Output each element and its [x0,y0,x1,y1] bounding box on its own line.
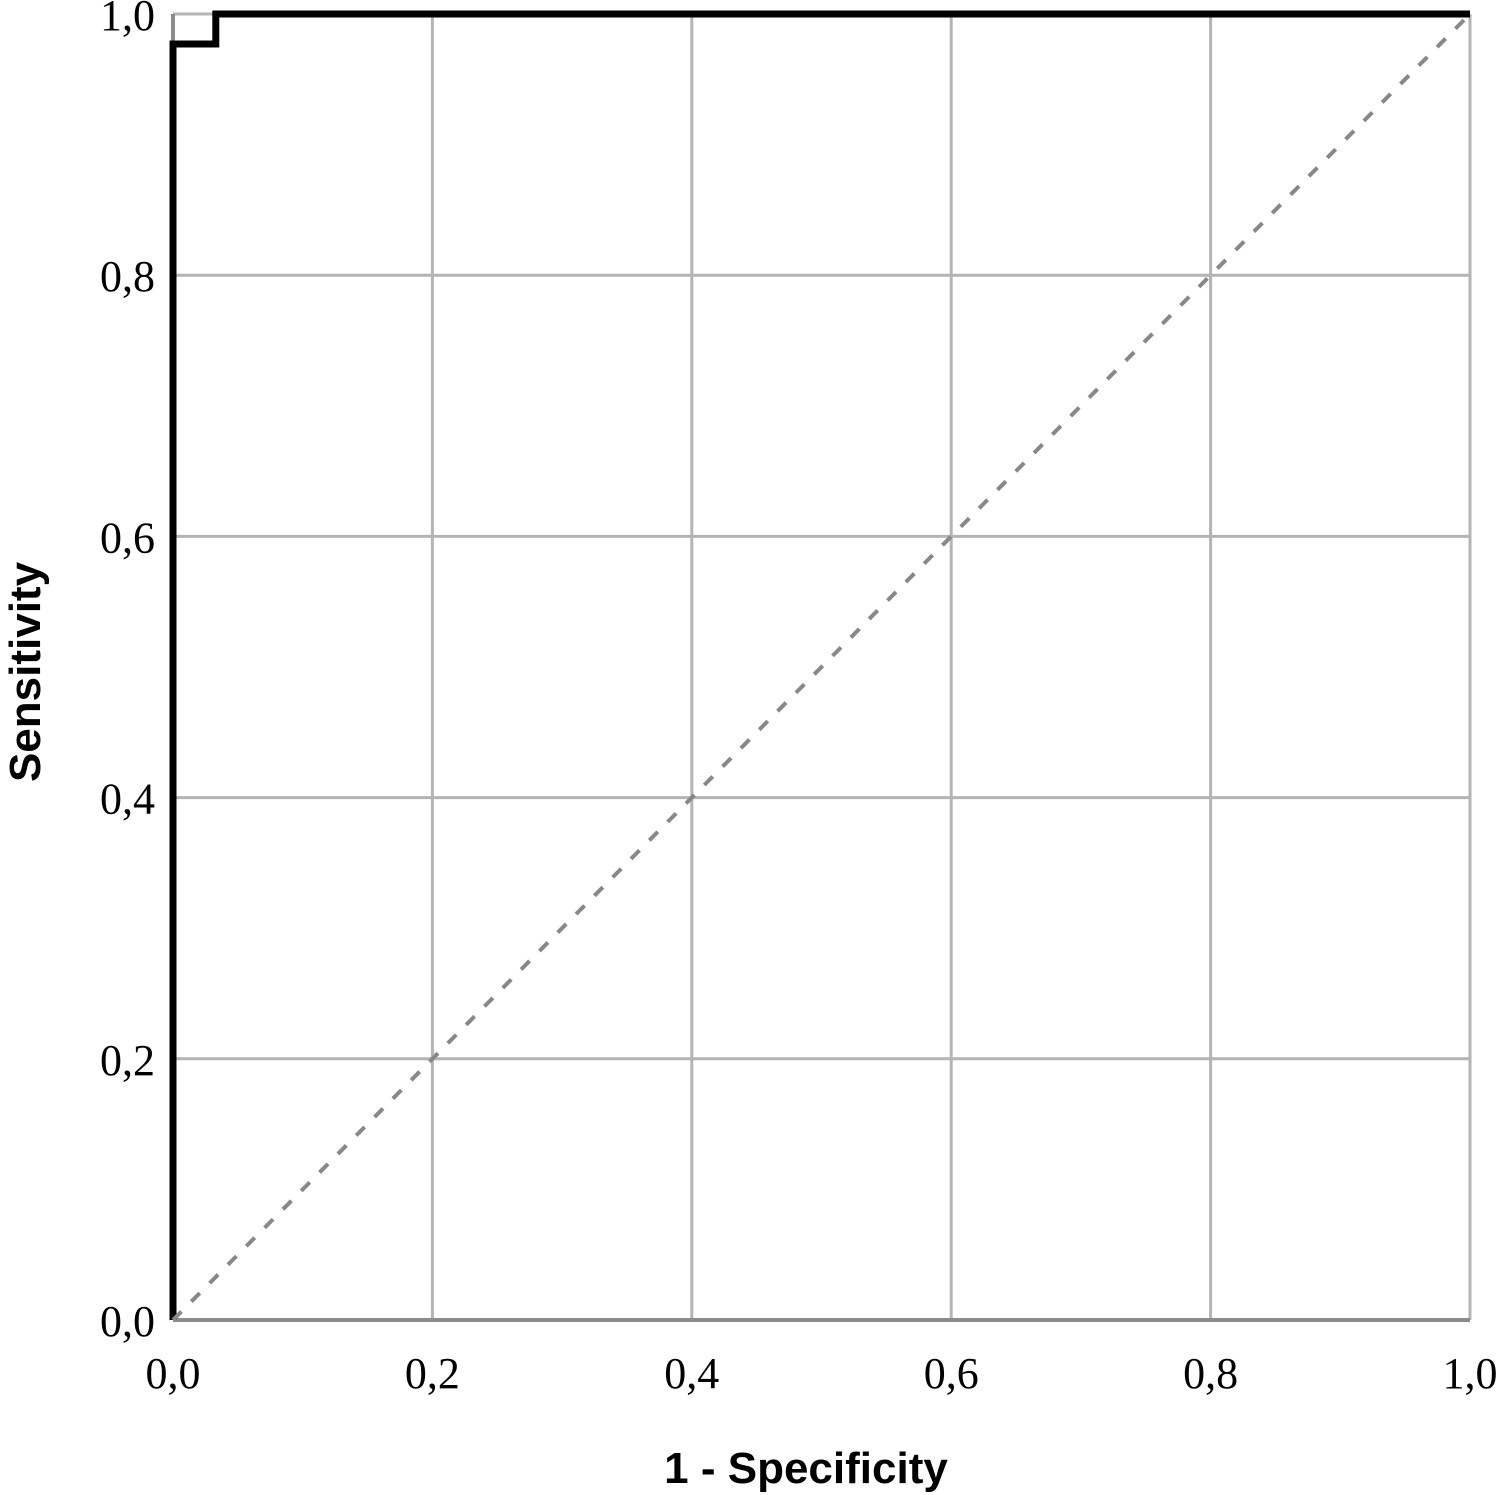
reference-diagonal-line [171,12,1472,1322]
x-axis-title: 1 - Specificity [664,1444,948,1493]
y-tick-label: 0,0 [100,1297,155,1346]
roc-curve-line [169,10,1470,1320]
series-group [169,10,1472,1322]
tick-labels: 0,0 0,2 0,4 0,6 0,8 1,0 0,0 0,2 0,4 0,6 0,8 1,0 [100,0,1498,1398]
x-tick-label: 0,8 [1183,1349,1238,1398]
y-tick-label: 0,6 [100,513,155,562]
x-tick-label: 0,6 [924,1349,979,1398]
y-tick-label: 1,0 [100,0,155,40]
x-tick-label: 0,4 [664,1349,719,1398]
y-axis-title: Sensitivity [1,561,50,782]
y-tick-label: 0,4 [100,775,155,824]
x-tick-label: 0,2 [405,1349,460,1398]
x-tick-label: 0,0 [146,1349,201,1398]
x-tick-label: 1,0 [1443,1349,1498,1398]
y-tick-label: 0,8 [100,252,155,301]
y-tick-label: 0,2 [100,1036,155,1085]
